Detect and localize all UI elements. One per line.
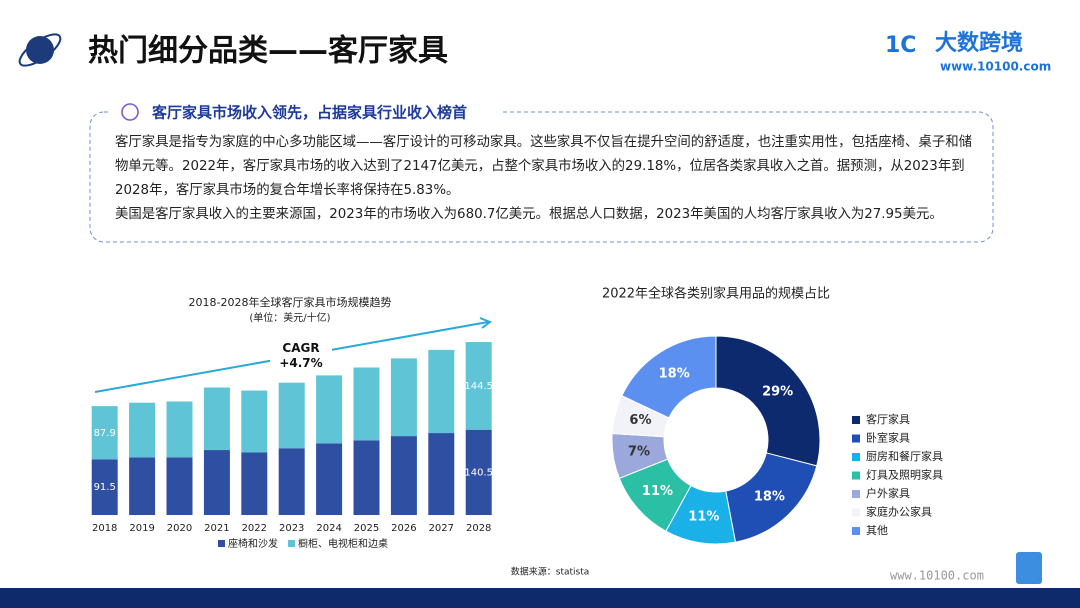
cagr-line: +4.7% <box>279 356 322 370</box>
legend-swatch <box>852 490 860 498</box>
bar-label: 140.5 <box>464 467 493 478</box>
bar <box>390 358 417 437</box>
bar <box>465 342 492 430</box>
chart-title: 2018-2028年全球客厅家具市场规模趋势 <box>189 295 392 309</box>
slice-label: 6% <box>629 413 651 428</box>
x-tick-label: 2021 <box>204 523 229 534</box>
donut-slice <box>621 335 717 419</box>
bar <box>390 436 417 515</box>
legend-swatch <box>288 540 295 547</box>
paragraph: 美国是客厅家具收入的主要来源国，2023年的市场收入为680.7亿美元。根据总人… <box>115 207 943 222</box>
bar <box>91 459 118 515</box>
legend-label: 座椅和沙发 <box>228 537 278 550</box>
bar <box>203 450 230 515</box>
bar <box>278 448 305 515</box>
slice-label: 11% <box>688 510 719 525</box>
legend-label: 橱柜、电视柜和边桌 <box>298 537 388 550</box>
bar <box>91 406 118 460</box>
footer-icon <box>1016 552 1042 584</box>
x-tick-label: 2022 <box>242 523 267 534</box>
slice-label: 18% <box>754 489 785 504</box>
chart-title: 2022年全球各类别家具用品的规模占比 <box>602 286 830 302</box>
intro-box <box>89 111 994 243</box>
x-tick-label: 2023 <box>279 523 304 534</box>
legend-label: 厨房和餐厅家具 <box>866 449 943 463</box>
paragraph: 客厅家具是指专为家庭的中心多功能区域——客厅设计的可移动家具。这些家具不仅旨在提… <box>115 135 972 198</box>
logo-mark: 1C <box>885 33 916 58</box>
bar <box>166 457 193 515</box>
bar <box>353 440 380 515</box>
legend-swatch <box>218 540 225 547</box>
bar <box>129 457 156 515</box>
legend-swatch <box>852 471 860 480</box>
header-icon-ring <box>18 33 62 67</box>
legend-label: 客厅家具 <box>866 412 910 426</box>
header-title: 热门细分品类——客厅家具 <box>88 34 448 69</box>
x-tick-label: 2027 <box>429 523 454 534</box>
legend-label: 灯具及照明家具 <box>866 468 943 482</box>
bar <box>166 401 193 458</box>
bar <box>278 382 305 449</box>
bar-label: 91.5 <box>94 482 116 493</box>
slice-label: 29% <box>762 385 793 400</box>
cagr-arrowhead <box>479 317 493 329</box>
donut-slice <box>715 335 821 467</box>
footer-bar <box>0 588 1080 608</box>
logo-text: 大数跨境 <box>935 30 1023 56</box>
x-tick-label: 2024 <box>316 523 341 534</box>
legend-swatch <box>852 508 860 517</box>
legend-swatch <box>852 527 860 535</box>
bar <box>129 402 156 458</box>
bar <box>203 387 230 451</box>
source: 数据来源：statista <box>511 566 590 578</box>
intro-title: 客厅家具市场收入领先，占据家具行业收入榜首 <box>151 104 467 122</box>
cagr-line: CAGR <box>282 341 319 355</box>
bar <box>241 452 268 515</box>
cagr-annotation: CAGR +4.7% <box>279 341 322 370</box>
bulb-icon <box>121 103 139 121</box>
x-tick-label: 2026 <box>391 523 416 534</box>
bar <box>428 433 455 515</box>
bar-label: 144.5 <box>464 381 493 392</box>
bar <box>428 349 455 434</box>
slice-label: 18% <box>659 367 690 382</box>
cagr-bg <box>270 338 332 372</box>
legend-swatch <box>852 434 860 443</box>
chart-subtitle: (单位：美元/十亿) <box>249 311 330 324</box>
x-tick-label: 2020 <box>167 523 192 534</box>
logo-site: www.10100.com <box>940 60 1051 74</box>
legend-label: 卧室家具 <box>866 431 910 445</box>
x-tick-label: 2018 <box>92 523 117 534</box>
slice-label: 7% <box>628 445 650 460</box>
intro-title-bg <box>110 100 500 124</box>
slice-label: 11% <box>642 484 673 499</box>
legend-swatch <box>852 416 860 424</box>
x-tick-label: 2025 <box>354 523 379 534</box>
bar <box>316 443 343 515</box>
legend-label: 家庭办公家具 <box>866 505 932 519</box>
bar <box>353 367 380 441</box>
x-tick-label: 2028 <box>466 523 491 534</box>
bar <box>316 375 343 444</box>
bar <box>465 429 492 515</box>
bar <box>241 390 268 453</box>
footer-site: www.10100.com <box>890 569 984 583</box>
legend-label: 户外家具 <box>866 486 910 500</box>
bar-label: 87.9 <box>94 428 116 439</box>
legend-label: 其他 <box>866 524 888 537</box>
legend-swatch <box>852 453 860 461</box>
x-tick-label: 2019 <box>129 523 154 534</box>
